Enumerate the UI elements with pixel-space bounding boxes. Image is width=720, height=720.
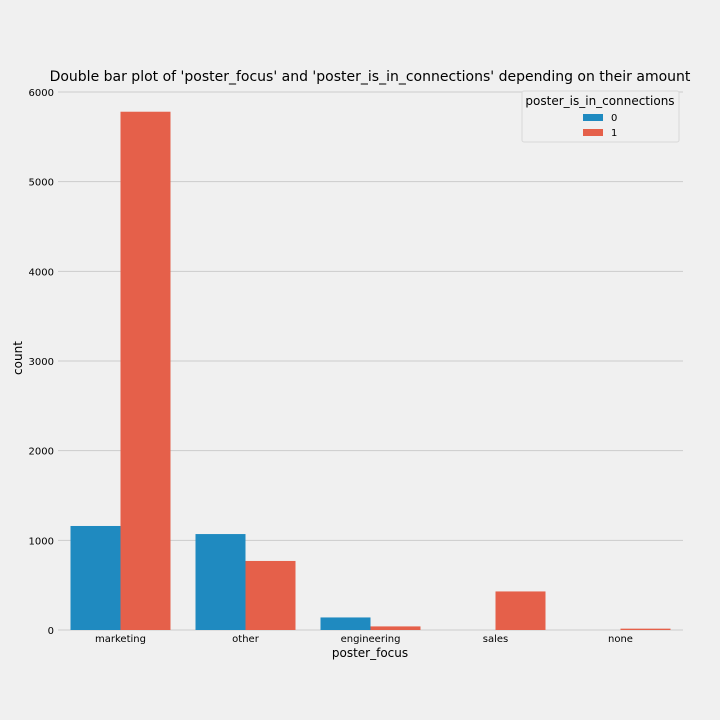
y-tick-label: 4000 [29, 267, 54, 278]
bar-engineering-series-1 [370, 626, 421, 630]
x-tick-label: other [232, 634, 260, 645]
bar-marketing-series-1 [120, 111, 171, 630]
y-tick-label: 0 [48, 626, 54, 637]
x-tick-label: sales [483, 634, 508, 645]
y-tick-label: 5000 [29, 178, 54, 189]
legend-label-1: 1 [611, 128, 617, 139]
y-tick-label: 3000 [29, 357, 54, 368]
legend-label-0: 0 [611, 113, 617, 124]
legend-title: poster_is_in_connections [525, 94, 674, 108]
y-tick-label: 1000 [29, 536, 54, 547]
bar-engineering-series-0 [320, 617, 371, 630]
y-tick-label: 6000 [29, 88, 54, 99]
y-tick-labels: 0 1000 2000 3000 4000 5000 6000 [29, 88, 54, 637]
legend-swatch-1 [583, 129, 603, 136]
x-tick-label: none [608, 634, 633, 645]
bars [70, 111, 671, 630]
legend: poster_is_in_connections 0 1 [521, 90, 680, 143]
bar-other-series-0 [195, 534, 246, 630]
chart-title: Double bar plot of 'poster_focus' and 'p… [50, 69, 691, 85]
bar-sales-series-1 [495, 591, 546, 630]
legend-swatch-0 [583, 114, 603, 121]
x-tick-label: marketing [95, 634, 146, 645]
x-tick-labels: marketing other engineering sales none [95, 634, 633, 645]
x-axis-label: poster_focus [332, 646, 408, 660]
y-tick-label: 2000 [29, 447, 54, 458]
x-tick-label: engineering [341, 634, 401, 645]
bar-none-series-1 [620, 628, 671, 630]
bar-other-series-1 [245, 560, 296, 630]
bar-marketing-series-0 [70, 525, 121, 630]
y-axis-label: count [11, 341, 25, 375]
